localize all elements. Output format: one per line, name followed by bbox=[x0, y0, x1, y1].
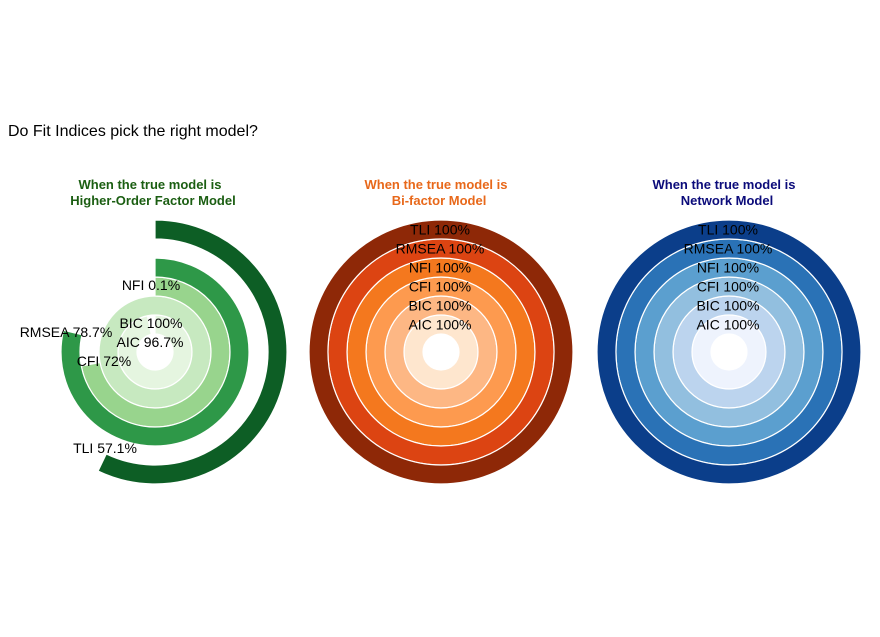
rings bbox=[596, 219, 862, 485]
ring-tli bbox=[596, 219, 862, 485]
chart-title: Do Fit Indices pick the right model? bbox=[8, 123, 258, 140]
rings bbox=[60, 219, 288, 485]
label-cfi: CFI 100% bbox=[697, 279, 759, 295]
ring-rmsea bbox=[60, 257, 250, 447]
ring-labels: AIC 100% BIC 100% CFI 100% NFI 100% RMSEA 10… bbox=[684, 222, 773, 333]
label-nfi: NFI 100% bbox=[409, 260, 471, 276]
ring-labels: AIC 96.7% BIC 100% CFI 72% RMSEA 78.7% NFI 0… bbox=[20, 277, 184, 456]
panel-title-line2: Higher-Order Factor Model bbox=[70, 193, 235, 208]
label-rmsea: RMSEA 100% bbox=[396, 241, 485, 257]
label-bic: BIC 100% bbox=[119, 315, 182, 331]
label-tli: TLI 57.1% bbox=[73, 440, 137, 456]
panel-title-line1: When the true model is bbox=[78, 177, 221, 192]
label-bic: BIC 100% bbox=[696, 298, 759, 314]
panel-title-line1: When the true model is bbox=[652, 177, 795, 192]
label-aic: AIC 96.7% bbox=[117, 334, 184, 350]
label-aic: AIC 100% bbox=[696, 317, 759, 333]
ring-nfi bbox=[154, 238, 157, 259]
rings bbox=[308, 219, 574, 485]
label-cfi: CFI 72% bbox=[77, 353, 131, 369]
label-rmsea: RMSEA 100% bbox=[684, 241, 773, 257]
label-nfi: NFI 0.1% bbox=[122, 277, 180, 293]
label-tli: TLI 100% bbox=[698, 222, 758, 238]
label-aic: AIC 100% bbox=[408, 317, 471, 333]
label-cfi: CFI 100% bbox=[409, 279, 471, 295]
panel-title-line1: When the true model is bbox=[364, 177, 507, 192]
label-bic: BIC 100% bbox=[408, 298, 471, 314]
label-tli: TLI 100% bbox=[410, 222, 470, 238]
ring-tli bbox=[97, 219, 288, 485]
panel-title-line2: Network Model bbox=[681, 193, 773, 208]
panel-title-line2: Bi-factor Model bbox=[392, 193, 487, 208]
ring-labels: AIC 100% BIC 100% CFI 100% NFI 100% RMSEA 10… bbox=[396, 222, 485, 333]
ring-tli bbox=[308, 219, 574, 485]
label-rmsea: RMSEA 78.7% bbox=[20, 324, 113, 340]
label-nfi: NFI 100% bbox=[697, 260, 759, 276]
